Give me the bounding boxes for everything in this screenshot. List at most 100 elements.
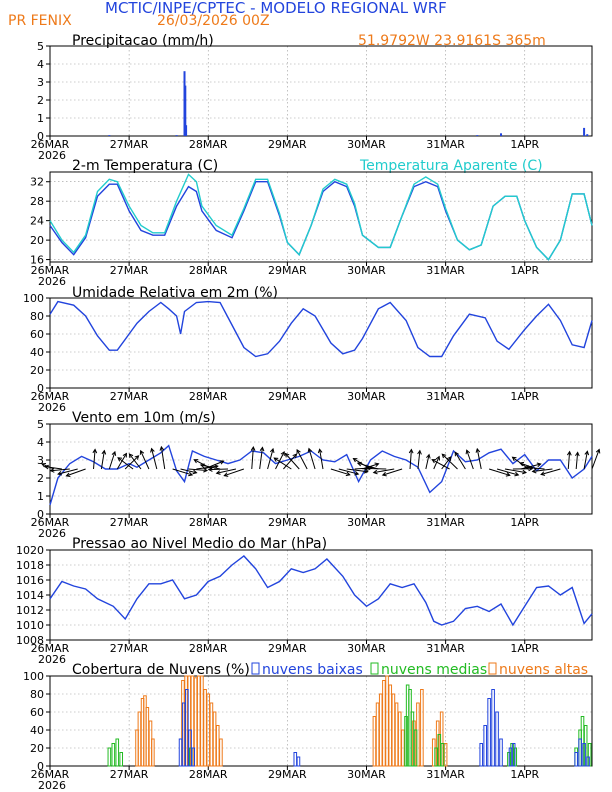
header-run: 26/03/2026 00Z (157, 13, 270, 29)
humidity-xtick-label: 27MAR (110, 390, 149, 403)
wind-arrow (140, 450, 150, 470)
wind-arrow (116, 453, 127, 470)
clouds-bar (479, 743, 484, 767)
wind-arrow-head (192, 469, 198, 475)
clouds-bar (420, 689, 424, 767)
temp-title: 2-m Temperatura (C) (72, 158, 218, 174)
clouds-bar (215, 725, 220, 767)
wind-arrow (567, 451, 571, 470)
wind-arrow-head (345, 471, 351, 477)
wind-arrow (66, 468, 86, 477)
clouds-bar (582, 743, 586, 767)
humidity-ytick-label: 80 (30, 310, 44, 323)
wind-arrow-head (111, 450, 117, 456)
clouds-bar (145, 707, 150, 767)
clouds-bar (203, 689, 207, 767)
precip-xtick-label: 30MAR (347, 138, 386, 151)
wind-arrow-head (134, 455, 140, 460)
wind-arrow-head (259, 446, 265, 452)
wind-arrow (441, 456, 452, 470)
clouds-bar (206, 693, 211, 767)
precip-title: Precipitacao (mm/h) (72, 33, 214, 49)
wind-arrow-head (426, 453, 431, 459)
pressure-xtick-label: 27MAR (110, 642, 149, 655)
wind-year-label: 2026 (38, 527, 66, 540)
clouds-bar (499, 738, 503, 767)
temp-ytick-label: 24 (30, 215, 44, 228)
clouds-bar (219, 738, 223, 767)
wind-arrow-head (296, 448, 301, 454)
wind-arrow (441, 453, 458, 470)
clouds-frame (49, 675, 593, 767)
clouds-xtick-label: 30MAR (347, 768, 386, 781)
temp-legend: Temperatura Aparente (C) (359, 158, 543, 174)
wind-arrow-head (363, 466, 369, 471)
wind-arrow-head (317, 448, 323, 454)
clouds-bar (137, 711, 142, 767)
wind-arrow (172, 468, 193, 476)
wind-xtick-label: 26MAR (31, 516, 70, 529)
clouds-bar (511, 743, 516, 767)
wind-xtick-label: 27MAR (110, 516, 149, 529)
clouds-xtick-label: 29MAR (268, 768, 307, 781)
pressure-ytick-label: 1010 (16, 619, 44, 632)
wind-arrow (204, 460, 224, 470)
wind-xtick-label: 29MAR (268, 516, 307, 529)
temp-xtick-label: 28MAR (189, 264, 228, 277)
header-location: PR FENIX (8, 13, 72, 29)
wind-xtick-label: 1APR (510, 516, 539, 529)
humidity-series-0 (49, 300, 593, 358)
clouds-year-label: 2026 (38, 779, 66, 792)
wind-arrow-head (408, 448, 414, 454)
wind-arrow-head (475, 447, 481, 453)
wind-arrow (583, 451, 588, 470)
clouds-bar (111, 743, 116, 767)
wind-arrow (338, 468, 359, 475)
wind-arrow-head (531, 468, 537, 474)
wind-arrow-head (514, 471, 520, 477)
wind-arrow-head (101, 449, 107, 455)
wind-arrow-head (188, 471, 194, 477)
wind-arrow-head (122, 452, 127, 458)
wind-arrow-head (584, 450, 590, 456)
humidity-title: Umidade Relativa em 2m (%) (72, 285, 278, 301)
clouds-bar (181, 702, 186, 767)
clouds-bar (574, 752, 578, 767)
wind-arrow (346, 468, 368, 473)
precip-bar (184, 85, 187, 136)
pressure-xtick-label: 1APR (510, 642, 539, 655)
humidity-xtick-label: 30MAR (347, 390, 386, 403)
clouds-bar (394, 702, 399, 767)
wind-arrow-head (435, 455, 441, 461)
wind-arrow-head (193, 459, 199, 464)
precip-xtick-label: 26MAR (31, 138, 70, 151)
wind-arrow-head (595, 448, 601, 454)
pressure-ytick-label: 1012 (16, 604, 44, 617)
wind-arrow (575, 452, 579, 470)
clouds-bar (483, 725, 487, 767)
wind-arrow (431, 459, 450, 470)
temp-xtick-label: 1APR (510, 264, 539, 277)
wind-arrow (476, 448, 482, 470)
wind-arrow-head (57, 470, 63, 476)
wind-arrow (466, 450, 474, 470)
wind-arrow-head (372, 469, 378, 475)
wind-arrow (117, 457, 134, 470)
pressure-series-0 (49, 555, 593, 627)
wind-arrow-head (207, 467, 213, 472)
wind-arrow (296, 449, 308, 470)
clouds-bar (385, 675, 389, 767)
wind-arrow (41, 463, 55, 470)
wind-arrow-head (41, 463, 47, 468)
clouds-bar (397, 711, 402, 767)
wind-arrow (373, 468, 395, 474)
precip-bar (500, 133, 503, 136)
wind-arrow (100, 450, 105, 470)
wind-ytick-label: 1 (37, 490, 44, 503)
wind-arrow-head (49, 468, 55, 473)
wind-arrow (128, 453, 142, 470)
wind-ytick-label: 3 (37, 454, 44, 467)
precip-xtick-label: 31MAR (426, 138, 465, 151)
wind-arrow-head (250, 446, 256, 451)
clouds-bar (410, 711, 415, 767)
